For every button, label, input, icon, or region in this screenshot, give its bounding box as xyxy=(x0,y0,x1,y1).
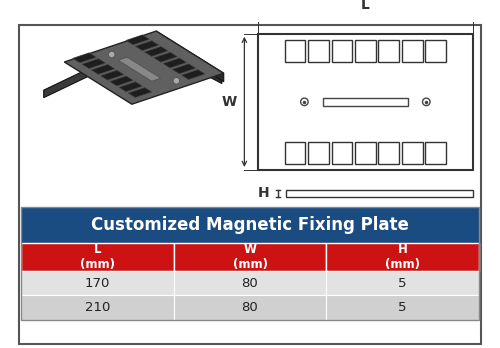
Bar xyxy=(355,40,376,62)
Polygon shape xyxy=(156,31,224,82)
Polygon shape xyxy=(72,53,96,63)
Bar xyxy=(284,142,306,164)
Polygon shape xyxy=(82,58,106,69)
Polygon shape xyxy=(91,64,115,74)
Polygon shape xyxy=(152,39,222,84)
Bar xyxy=(286,190,473,197)
Text: 80: 80 xyxy=(242,277,258,290)
Polygon shape xyxy=(100,70,124,80)
Bar xyxy=(332,40,352,62)
Polygon shape xyxy=(44,39,152,98)
Polygon shape xyxy=(182,70,205,80)
Polygon shape xyxy=(144,46,168,56)
Bar xyxy=(284,40,306,62)
Text: 80: 80 xyxy=(242,301,258,314)
Polygon shape xyxy=(172,64,196,74)
Bar xyxy=(21,243,174,271)
Bar xyxy=(402,142,422,164)
Bar xyxy=(332,142,352,164)
Bar xyxy=(426,40,446,62)
Polygon shape xyxy=(126,35,150,45)
Polygon shape xyxy=(163,58,186,68)
Text: W: W xyxy=(222,95,237,109)
Bar xyxy=(21,207,479,320)
Polygon shape xyxy=(154,52,178,62)
Bar xyxy=(174,271,326,295)
Text: L: L xyxy=(361,0,370,12)
Bar xyxy=(323,98,407,106)
Text: H: H xyxy=(258,186,270,200)
Text: L
(mm): L (mm) xyxy=(80,243,115,271)
Polygon shape xyxy=(135,41,159,51)
Polygon shape xyxy=(128,87,152,97)
Text: H
(mm): H (mm) xyxy=(385,243,420,271)
Bar xyxy=(378,142,399,164)
Bar xyxy=(326,243,479,271)
Bar xyxy=(21,271,174,295)
Text: 210: 210 xyxy=(85,301,110,314)
Polygon shape xyxy=(64,31,224,104)
Bar xyxy=(326,295,479,320)
Text: 5: 5 xyxy=(398,277,407,290)
Bar xyxy=(21,295,174,320)
Bar xyxy=(402,40,422,62)
Polygon shape xyxy=(110,76,134,86)
Bar xyxy=(174,243,326,271)
Bar xyxy=(308,142,329,164)
Text: 170: 170 xyxy=(85,277,110,290)
Circle shape xyxy=(300,98,308,106)
Text: 5: 5 xyxy=(398,301,407,314)
Bar xyxy=(326,271,479,295)
Bar xyxy=(308,40,329,62)
Circle shape xyxy=(108,51,115,58)
Bar xyxy=(426,142,446,164)
Bar xyxy=(378,40,399,62)
Bar xyxy=(174,295,326,320)
Circle shape xyxy=(173,78,180,84)
Polygon shape xyxy=(119,82,142,92)
Circle shape xyxy=(422,98,430,106)
Bar xyxy=(258,34,473,170)
Polygon shape xyxy=(118,57,161,81)
Bar xyxy=(355,142,376,164)
Bar xyxy=(21,207,479,243)
Text: Customized Magnetic Fixing Plate: Customized Magnetic Fixing Plate xyxy=(91,216,409,234)
Text: W
(mm): W (mm) xyxy=(232,243,268,271)
